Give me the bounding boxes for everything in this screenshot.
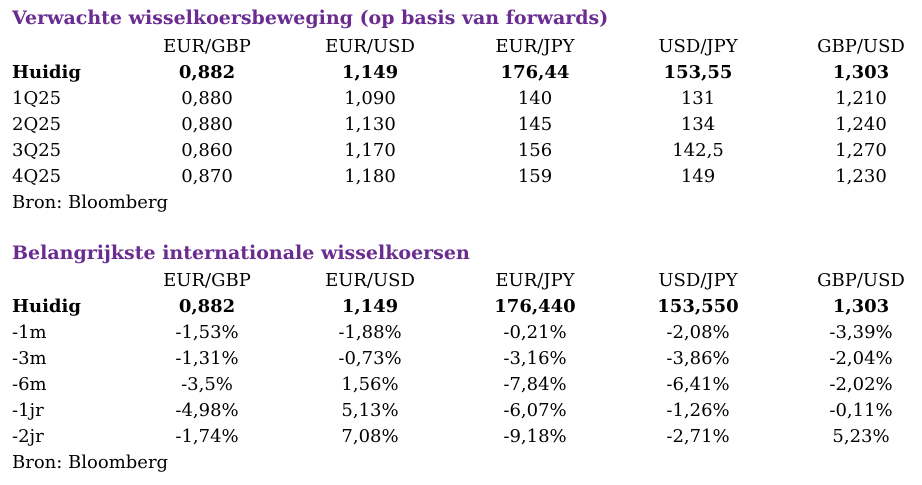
table-cell: -0,21%	[503, 322, 567, 343]
table-cell: 1,270	[835, 140, 887, 161]
table-cell: 0,870	[181, 166, 233, 187]
table-cell: 142,5	[672, 140, 724, 161]
table-cell: 5,23%	[832, 426, 890, 447]
table-cell: 1,303	[832, 296, 890, 317]
header-cell: EUR/USD	[325, 36, 415, 57]
source-text: Bron: Bloomberg	[12, 452, 169, 473]
table-row: Huidig 0,882 1,149 176,44 153,55 1,303	[0, 60, 922, 86]
table-cell: 176,440	[494, 296, 576, 317]
table-cell: 1,180	[344, 166, 396, 187]
header-cell: GBP/USD	[817, 36, 905, 57]
forecast-header-row: EUR/GBP EUR/USD EUR/JPY USD/JPY GBP/USD	[0, 34, 922, 60]
table-cell: -2,04%	[829, 348, 893, 369]
header-cell: EUR/USD	[325, 270, 415, 291]
table-row: 4Q25 0,870 1,180 159 149 1,230	[0, 164, 922, 190]
table-cell: -2,02%	[829, 374, 893, 395]
header-cell: EUR/JPY	[495, 36, 575, 57]
table-row: 2Q25 0,880 1,130 145 134 1,240	[0, 112, 922, 138]
source-text: Bron: Bloomberg	[12, 192, 169, 213]
table-cell: -2,71%	[666, 426, 730, 447]
row-label: 3Q25	[12, 140, 62, 161]
table-cell: 176,44	[500, 62, 570, 83]
header-cell: USD/JPY	[658, 270, 738, 291]
header-cell: USD/JPY	[658, 36, 738, 57]
row-label: 2Q25	[12, 114, 62, 135]
table-cell: 156	[517, 140, 553, 161]
table-cell: -3,16%	[503, 348, 567, 369]
table-row: -3m -1,31% -0,73% -3,16% -3,86% -2,04%	[0, 346, 922, 372]
table-cell: -1,74%	[175, 426, 239, 447]
table-cell: 1,149	[341, 296, 399, 317]
table-cell: 145	[517, 114, 553, 135]
row-label: Huidig	[12, 296, 81, 317]
table-cell: -9,18%	[503, 426, 567, 447]
header-cell: EUR/GBP	[163, 36, 251, 57]
table-cell: -6,07%	[503, 400, 567, 421]
row-label: 4Q25	[12, 166, 62, 187]
table-row: -1jr -4,98% 5,13% -6,07% -1,26% -0,11%	[0, 398, 922, 424]
table-cell: -2,08%	[666, 322, 730, 343]
row-label: -6m	[12, 374, 47, 395]
table-cell: -3,5%	[181, 374, 233, 395]
table-row: -6m -3,5% 1,56% -7,84% -6,41% -2,02%	[0, 372, 922, 398]
table-cell: -0,11%	[829, 400, 893, 421]
table-cell: 159	[517, 166, 553, 187]
table-cell: 1,240	[835, 114, 887, 135]
table-cell: 5,13%	[341, 400, 399, 421]
table-cell: 1,090	[344, 88, 396, 109]
table-cell: 134	[680, 114, 716, 135]
row-label: -3m	[12, 348, 47, 369]
table-cell: 1,210	[835, 88, 887, 109]
table-cell: -4,98%	[175, 400, 239, 421]
table-cell: 153,550	[657, 296, 739, 317]
row-label: -1m	[12, 322, 47, 343]
table-cell: 0,882	[178, 296, 236, 317]
row-label: -2jr	[12, 426, 44, 447]
table-cell: 0,880	[181, 114, 233, 135]
table-cell: -3,39%	[829, 322, 893, 343]
table-cell: 1,303	[832, 62, 890, 83]
table-cell: 1,170	[344, 140, 396, 161]
exchange-rates-table-title: Belangrijkste internationale wisselkoers…	[12, 242, 470, 264]
row-label: Huidig	[12, 62, 81, 83]
table-cell: 0,882	[178, 62, 236, 83]
table-row: -2jr -1,74% 7,08% -9,18% -2,71% 5,23%	[0, 424, 922, 450]
table-cell: 0,860	[181, 140, 233, 161]
table-row: 1Q25 0,880 1,090 140 131 1,210	[0, 86, 922, 112]
table-cell: 131	[680, 88, 716, 109]
header-cell: EUR/GBP	[163, 270, 251, 291]
source-note: Bron: Bloomberg	[0, 190, 922, 216]
source-note: Bron: Bloomberg	[0, 450, 922, 476]
exchange-header-row: EUR/GBP EUR/USD EUR/JPY USD/JPY GBP/USD	[0, 268, 922, 294]
header-cell: EUR/JPY	[495, 270, 575, 291]
table-cell: 1,130	[344, 114, 396, 135]
table-cell: 1,149	[341, 62, 399, 83]
table-cell: -1,88%	[338, 322, 402, 343]
table-cell: -1,31%	[175, 348, 239, 369]
table-row: Huidig 0,882 1,149 176,440 153,550 1,303	[0, 294, 922, 320]
row-label: -1jr	[12, 400, 44, 421]
table-cell: -1,26%	[666, 400, 730, 421]
header-cell: GBP/USD	[817, 270, 905, 291]
table-cell: -6,41%	[666, 374, 730, 395]
table-cell: -0,73%	[338, 348, 402, 369]
table-cell: 1,230	[835, 166, 887, 187]
table-row: 3Q25 0,860 1,170 156 142,5 1,270	[0, 138, 922, 164]
row-label: 1Q25	[12, 88, 62, 109]
table-cell: 7,08%	[341, 426, 399, 447]
table-cell: -1,53%	[175, 322, 239, 343]
table-cell: 149	[680, 166, 716, 187]
table-cell: -7,84%	[503, 374, 567, 395]
table-cell: 153,55	[663, 62, 733, 83]
table-cell: -3,86%	[666, 348, 730, 369]
forecast-table-title: Verwachte wisselkoersbeweging (op basis …	[12, 7, 609, 29]
table-row: -1m -1,53% -1,88% -0,21% -2,08% -3,39%	[0, 320, 922, 346]
table-cell: 0,880	[181, 88, 233, 109]
table-cell: 140	[517, 88, 553, 109]
table-cell: 1,56%	[341, 374, 399, 395]
